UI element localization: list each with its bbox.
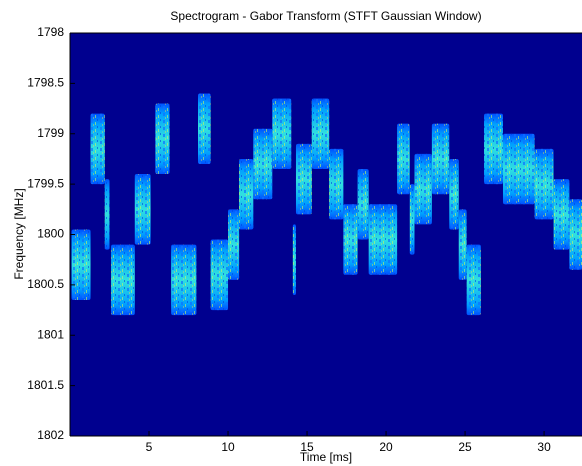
chart-title: Spectrogram - Gabor Transform (STFT Gaus… (170, 9, 481, 23)
band-texture (292, 224, 296, 295)
y-axis-label: Frequency [MHz] (12, 188, 26, 279)
y-tick-label: 1801.5 (27, 378, 64, 392)
band-texture (155, 103, 170, 175)
band-texture (272, 98, 292, 170)
x-tick-label: 25 (458, 440, 472, 454)
band-texture (90, 113, 105, 185)
band-texture (431, 123, 450, 195)
band-texture (569, 199, 582, 270)
band-texture (239, 158, 254, 230)
band-texture (409, 184, 415, 255)
band-texture (329, 148, 344, 220)
x-tick-label: 30 (537, 440, 551, 454)
band-texture (368, 204, 398, 275)
y-tick-label: 1801 (37, 327, 64, 341)
band-texture (484, 113, 503, 185)
band-texture (534, 148, 554, 220)
band-texture (134, 174, 151, 245)
band-texture (210, 239, 229, 311)
band-texture (111, 244, 135, 316)
x-axis-label: Time [ms] (300, 450, 352, 464)
band-texture (466, 244, 481, 316)
band-texture (449, 158, 459, 230)
band-texture (104, 179, 110, 250)
band-texture (295, 143, 312, 215)
y-tick-label: 1799.5 (27, 176, 64, 190)
band-texture (357, 169, 369, 240)
band-texture (397, 123, 410, 195)
band-texture (253, 128, 273, 200)
band-texture (458, 209, 467, 280)
x-tick-label: 10 (221, 440, 235, 454)
band-texture (414, 153, 432, 225)
x-tick-label: 15 (300, 440, 314, 454)
band-texture (311, 98, 330, 170)
y-tick-label: 1798.5 (27, 76, 64, 90)
x-tick-label: 20 (379, 440, 393, 454)
band-texture (553, 179, 570, 250)
x-tick-label: 5 (146, 440, 153, 454)
y-tick-label: 1800 (37, 227, 64, 241)
y-tick-label: 1802 (37, 428, 64, 442)
y-tick-label: 1799 (37, 126, 64, 140)
y-tick-label: 1800.5 (27, 277, 64, 291)
band-texture (198, 93, 211, 164)
band-texture (171, 244, 197, 316)
band-texture (343, 204, 358, 275)
y-tick-label: 1798 (37, 25, 64, 39)
band-texture (502, 133, 535, 205)
band-texture (228, 209, 240, 280)
band-texture (71, 229, 91, 300)
